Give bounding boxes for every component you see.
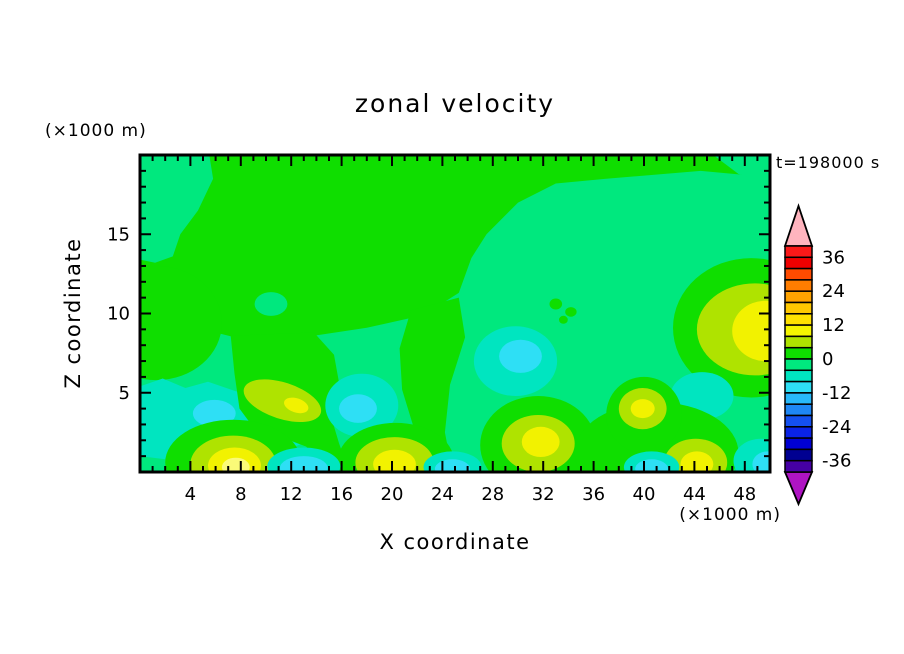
contour-region-green-left-blob-ring [140,265,222,381]
contour-region-yellow-streak-core [284,397,309,414]
x-tick-label: 16 [330,484,353,505]
x-axis-title: X coordinate [379,530,530,554]
contour-region-pale-core-bottom-1 [221,457,250,472]
x-tick-label: 28 [481,484,504,505]
z-tick-label: 10 [107,304,130,325]
colorbar-tick-label: 36 [822,247,845,268]
z-tick-label: 15 [107,224,130,245]
contour-region-yellow-bottom-2 [373,449,416,472]
plot-title: zonal velocity [355,89,555,118]
colorbar-tick-label: 24 [822,281,845,302]
colorbar-band [784,358,813,372]
colorbar-tick-label: -24 [822,417,851,438]
contour-region-green-upper-region [140,155,770,341]
contour-region-cyan-core-mid-right [499,339,542,373]
contour-region-green-speckle-3 [559,315,568,324]
z-tick-label: 5 [119,383,130,404]
contour-region-yellow-bottom-4 [680,451,714,472]
z-axis-title: Z coordinate [61,237,85,388]
colorbar-tick-label: 0 [822,349,833,370]
x-tick-label: 24 [431,484,454,505]
colorbar-band [784,324,813,338]
colorbar-band [784,380,813,394]
x-tick-label: 8 [235,484,246,505]
contour-region-spring-notch [254,292,288,316]
colorbar-tick-label: -12 [822,383,851,404]
colorbar-band [784,245,813,259]
x-tick-label: 36 [582,484,605,505]
colorbar-band [784,426,813,439]
contour-region-yellow-mid-right [630,399,655,419]
contour-region-spring-wedge-top-right [713,155,770,184]
colorbar-band [784,448,813,462]
colorbar-band [784,290,813,304]
colorbar-tick-label: -36 [822,451,851,472]
time-annotation: t=198000 s [776,153,880,172]
contour-region-spring-patch-top-left [140,155,214,263]
colorbar-band [784,437,813,451]
x-tick-label: 40 [633,484,656,505]
colorbar-band [784,414,813,428]
x-axis-unit-label: (×1000 m) [679,505,781,525]
colorbar-band [784,403,813,417]
contour-region-yellow-bottom-3 [521,426,560,457]
colorbar-band [784,256,813,270]
z-axis-unit-label: (×1000 m) [45,121,147,141]
plot-frame [138,153,772,474]
contour-region-cyan-bottom-c [635,459,668,472]
colorbar-band [784,301,813,315]
x-tick-label: 4 [185,484,196,505]
colorbar-band [784,346,813,360]
colorbar-band [784,313,813,326]
colorbar-over-arrow [783,203,814,247]
colorbar: 36 24 12 0 -12 -24 -36 [783,203,851,507]
x-tick-label: 48 [733,484,756,505]
colorbar-band [784,335,813,349]
colorbar-band [784,369,813,383]
contour-region-cyan-core-center [339,394,377,423]
contour-region-green-speckle-2 [565,307,577,317]
contour-field [140,155,770,472]
contour-region-green-speckle-1 [549,298,563,310]
x-tick-label: 32 [532,484,555,505]
x-tick-label: 20 [381,484,404,505]
x-tick-label: 12 [280,484,303,505]
contour-region-cyan-bottom-b [434,459,471,472]
colorbar-band [784,267,813,281]
x-tick-label: 44 [683,484,706,505]
contour-region-yellow-right-core [732,300,770,361]
colorbar-band [784,459,813,473]
colorbar-tick-label: 12 [822,315,845,336]
colorbar-band [784,279,813,292]
colorbar-band [784,392,813,405]
colorbar-under-arrow [783,471,814,507]
